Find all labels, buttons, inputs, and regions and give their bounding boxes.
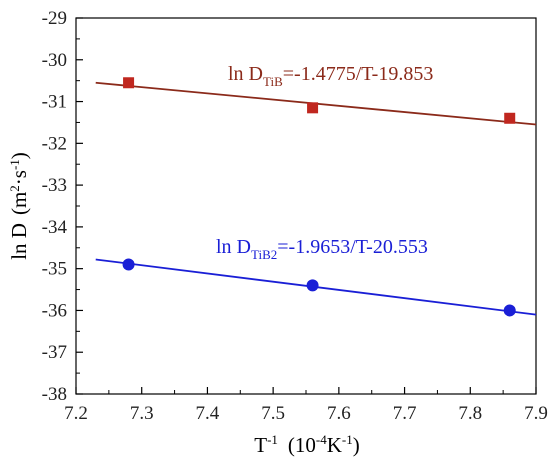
annotation-tib2: ln DTiB2=-1.9653/T-20.553 xyxy=(216,236,428,262)
x-axis-title: T-1 (10-4K-1) xyxy=(254,432,360,457)
y-tick-label: -37 xyxy=(42,342,67,363)
y-tick-label: -33 xyxy=(42,175,67,196)
x-tick-label: 7.8 xyxy=(458,403,482,424)
x-tick-label: 7.5 xyxy=(261,403,285,424)
x-tick-label: 7.6 xyxy=(327,403,351,424)
y-tick-label: -31 xyxy=(42,92,67,113)
x-tick-label: 7.4 xyxy=(196,403,220,424)
marker-tib xyxy=(307,102,319,114)
x-axis: 7.2 7.3 7.4 7.5 7.6 7.7 7.8 7.9 xyxy=(64,387,548,424)
y-tick-label: -30 xyxy=(42,50,67,71)
x-tick-label: 7.3 xyxy=(130,403,154,424)
x-tick-label: 7.9 xyxy=(524,403,548,424)
x-tick-label: 7.7 xyxy=(393,403,417,424)
y-tick-label: -35 xyxy=(42,259,67,280)
y-axis: -29 -30 -31 -32 -33 -34 -35 -36 -37 -38 xyxy=(42,8,83,405)
y-tick-label: -34 xyxy=(42,217,68,238)
marker-tib2 xyxy=(306,279,319,292)
fit-lines xyxy=(95,81,537,316)
y-tick-label: -36 xyxy=(42,300,67,321)
x-tick-label: 7.2 xyxy=(64,403,88,424)
marker-tib2 xyxy=(122,258,135,271)
data-markers xyxy=(122,77,516,317)
marker-tib xyxy=(123,77,135,89)
y-axis-title: ln D(m2·s-1) xyxy=(7,152,31,260)
marker-tib xyxy=(504,112,516,124)
marker-tib2 xyxy=(503,304,516,317)
annotation-tib: ln DTiB=-1.4775/T-19.853 xyxy=(228,63,433,89)
y-tick-label: -32 xyxy=(42,133,67,154)
y-tick-label: -38 xyxy=(42,384,67,405)
y-tick-label: -29 xyxy=(42,8,67,29)
